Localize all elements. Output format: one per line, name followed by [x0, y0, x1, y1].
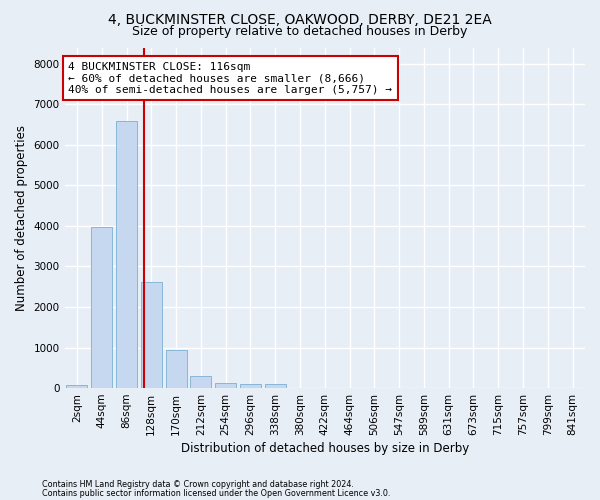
Text: 4 BUCKMINSTER CLOSE: 116sqm
← 60% of detached houses are smaller (8,666)
40% of : 4 BUCKMINSTER CLOSE: 116sqm ← 60% of det…	[68, 62, 392, 95]
Bar	[67, 385, 88, 388]
Bar	[240, 384, 261, 388]
X-axis label: Distribution of detached houses by size in Derby: Distribution of detached houses by size …	[181, 442, 469, 455]
Y-axis label: Number of detached properties: Number of detached properties	[15, 125, 28, 311]
Text: Contains HM Land Registry data © Crown copyright and database right 2024.: Contains HM Land Registry data © Crown c…	[42, 480, 354, 489]
Text: Size of property relative to detached houses in Derby: Size of property relative to detached ho…	[133, 25, 467, 38]
Text: 4, BUCKMINSTER CLOSE, OAKWOOD, DERBY, DE21 2EA: 4, BUCKMINSTER CLOSE, OAKWOOD, DERBY, DE…	[108, 12, 492, 26]
Bar	[116, 122, 137, 388]
Bar	[166, 350, 187, 388]
Bar	[215, 383, 236, 388]
Bar	[190, 376, 211, 388]
Bar	[265, 384, 286, 388]
Bar	[141, 282, 162, 388]
Bar	[91, 226, 112, 388]
Text: Contains public sector information licensed under the Open Government Licence v3: Contains public sector information licen…	[42, 488, 391, 498]
